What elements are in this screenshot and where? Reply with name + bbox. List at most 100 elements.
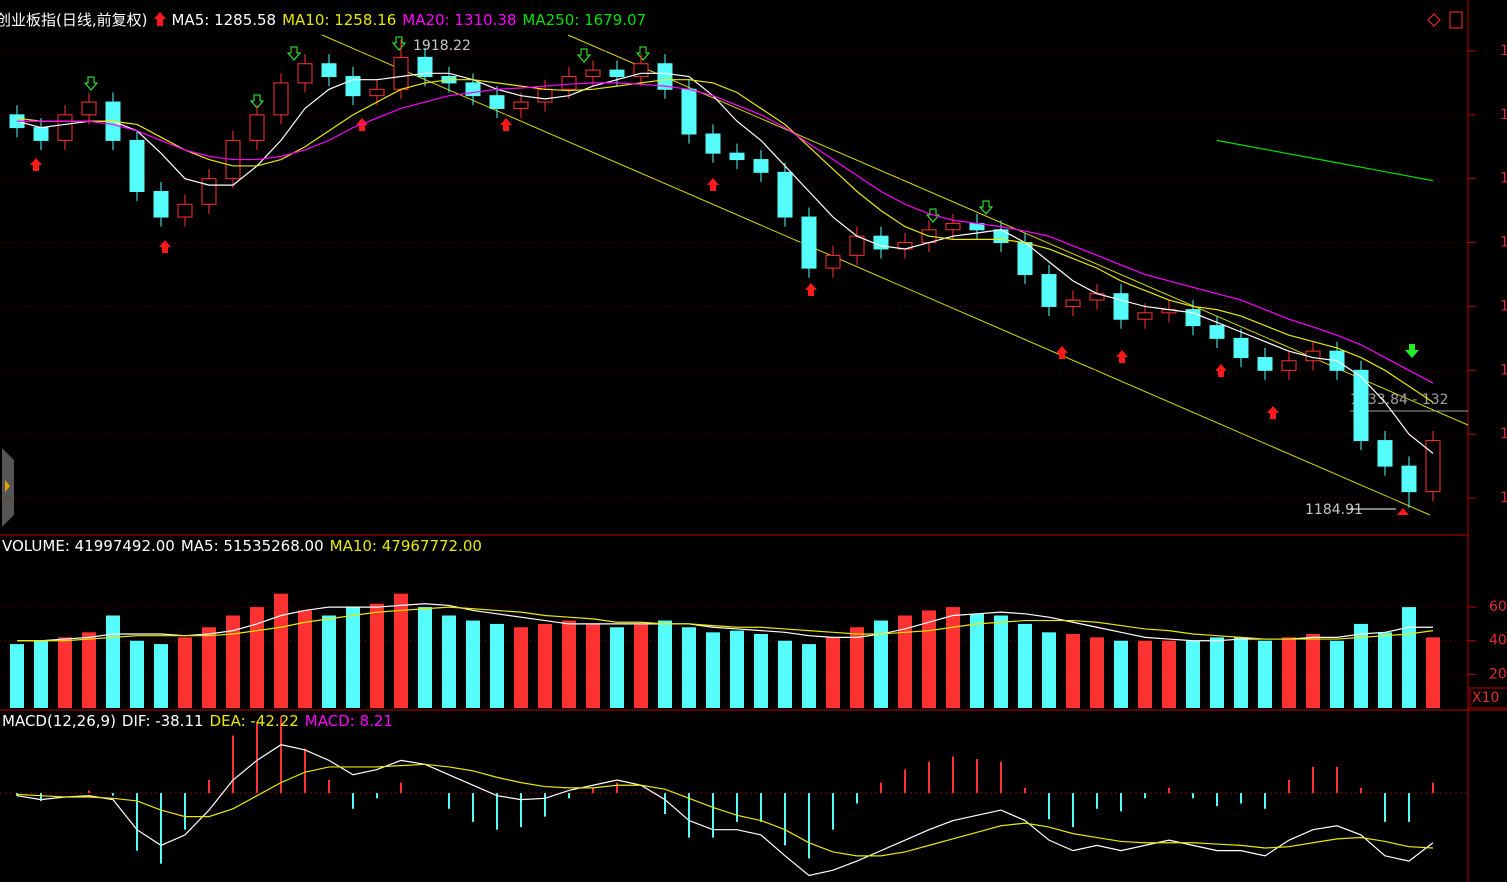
candle-body: [993, 229, 1009, 244]
legend-value: 1679.07: [584, 11, 647, 29]
side-tab-arrow: [5, 480, 10, 492]
candle-body: [1209, 325, 1225, 339]
candle-body: [57, 114, 73, 141]
volume-bar: [370, 603, 384, 708]
volume-bar: [130, 640, 144, 708]
legend-name: MA10: [282, 11, 334, 29]
y-tick-label: 1200: [1500, 490, 1507, 506]
y-tick-label: 1800: [1500, 107, 1507, 123]
candle-body: [1137, 312, 1153, 320]
y-tick-label: 1600: [1500, 235, 1507, 251]
volume-bar: [706, 632, 720, 708]
volume-bar: [1402, 607, 1416, 708]
ma-line: [17, 82, 1434, 384]
y-tick-label: 60: [1489, 599, 1507, 615]
legend-name: DIF: [122, 712, 155, 730]
candle-body: [729, 152, 745, 161]
volume-bar: [106, 615, 120, 708]
volume-bar: [490, 623, 504, 708]
unit-label: X10: [1472, 690, 1499, 706]
candle-body: [273, 82, 289, 116]
volume-bar: [874, 620, 888, 708]
candle-body: [609, 69, 625, 78]
volume-bar: [394, 593, 408, 708]
volume-bar: [346, 607, 360, 708]
volume-bar: [1066, 634, 1080, 708]
volume-bar: [970, 613, 984, 708]
y-tick-label: 40: [1489, 633, 1507, 649]
candle-body: [1017, 242, 1033, 276]
ma-line: [17, 603, 1433, 642]
candle-body: [321, 63, 337, 78]
volume-bar: [58, 637, 72, 708]
legend-value: 51535268.00: [223, 537, 324, 555]
volume-bar: [274, 593, 288, 708]
volume-bar: [586, 623, 600, 708]
volume-bar: [682, 627, 696, 708]
candle-body: [825, 254, 841, 269]
legend-name: MA20: [402, 11, 454, 29]
volume-title: VOLUME: [2, 537, 75, 555]
volume-bar: [658, 620, 672, 708]
legend-value: 8.21: [359, 712, 393, 730]
legend-value: 47967772.00: [381, 537, 482, 555]
high-annotation: 1918.22: [413, 38, 471, 54]
volume-bar: [466, 620, 480, 708]
volume-bar: [298, 610, 312, 708]
candle-body: [1425, 440, 1441, 493]
y-tick-label: 20: [1489, 666, 1507, 682]
volume-bar: [442, 615, 456, 708]
candle-body: [681, 88, 697, 135]
volume-bar: [754, 634, 768, 708]
volume-bar: [1162, 640, 1176, 708]
candle-body: [489, 95, 505, 109]
legend-name: MA5: [181, 537, 224, 555]
volume-bar: [1378, 632, 1392, 708]
volume-bar: [562, 620, 576, 708]
volume-bar: [826, 637, 840, 708]
macd-title: MACD(12,26,9): [2, 712, 116, 730]
candle-body: [81, 101, 97, 116]
y-tick-label: 1700: [1500, 171, 1507, 187]
legend-value: 1285.58: [214, 11, 277, 29]
volume-bar: [226, 615, 240, 708]
candle-body: [657, 63, 673, 90]
volume-bar: [1210, 637, 1224, 708]
candle-body: [1377, 440, 1393, 467]
volume-bar: [1330, 640, 1344, 708]
volume-bar: [802, 644, 816, 708]
candle-body: [153, 190, 169, 218]
ma-line: [16, 72, 1434, 454]
volume-bar: [178, 637, 192, 708]
legend-name: MACD: [305, 712, 360, 730]
volume-bar: [1018, 623, 1032, 708]
candle-body: [513, 101, 529, 109]
volume-bar: [1282, 637, 1296, 708]
ma-line: [16, 79, 1434, 403]
volume-bar: [1354, 623, 1368, 708]
candle-body: [801, 216, 817, 269]
volume-bar: [1306, 634, 1320, 708]
volume-bar: [82, 632, 96, 708]
candle-body: [1065, 299, 1081, 307]
volume-bar: [202, 627, 216, 708]
volume-bar: [418, 607, 432, 708]
window-icon[interactable]: [1449, 11, 1463, 29]
volume-bar: [850, 627, 864, 708]
volume-bar: [154, 644, 168, 708]
candle-body: [1233, 337, 1249, 359]
legend-value: 1258.16: [334, 11, 397, 29]
candle-body: [753, 159, 769, 173]
low-annotation: 1184.91: [1305, 502, 1363, 518]
volume-bar: [322, 615, 336, 708]
y-tick-label: 1500: [1500, 298, 1507, 314]
window-icon[interactable]: [1427, 13, 1441, 27]
candle-body: [945, 222, 961, 231]
volume-header: VOLUME41997492.00 MA551535268.00 MA1047967…: [2, 537, 488, 555]
candle-body: [561, 76, 577, 90]
legend-value: -42.22: [250, 712, 299, 730]
volume-bar: [538, 623, 552, 708]
legend-name: DEA: [210, 712, 251, 730]
volume-bar: [1258, 640, 1272, 708]
